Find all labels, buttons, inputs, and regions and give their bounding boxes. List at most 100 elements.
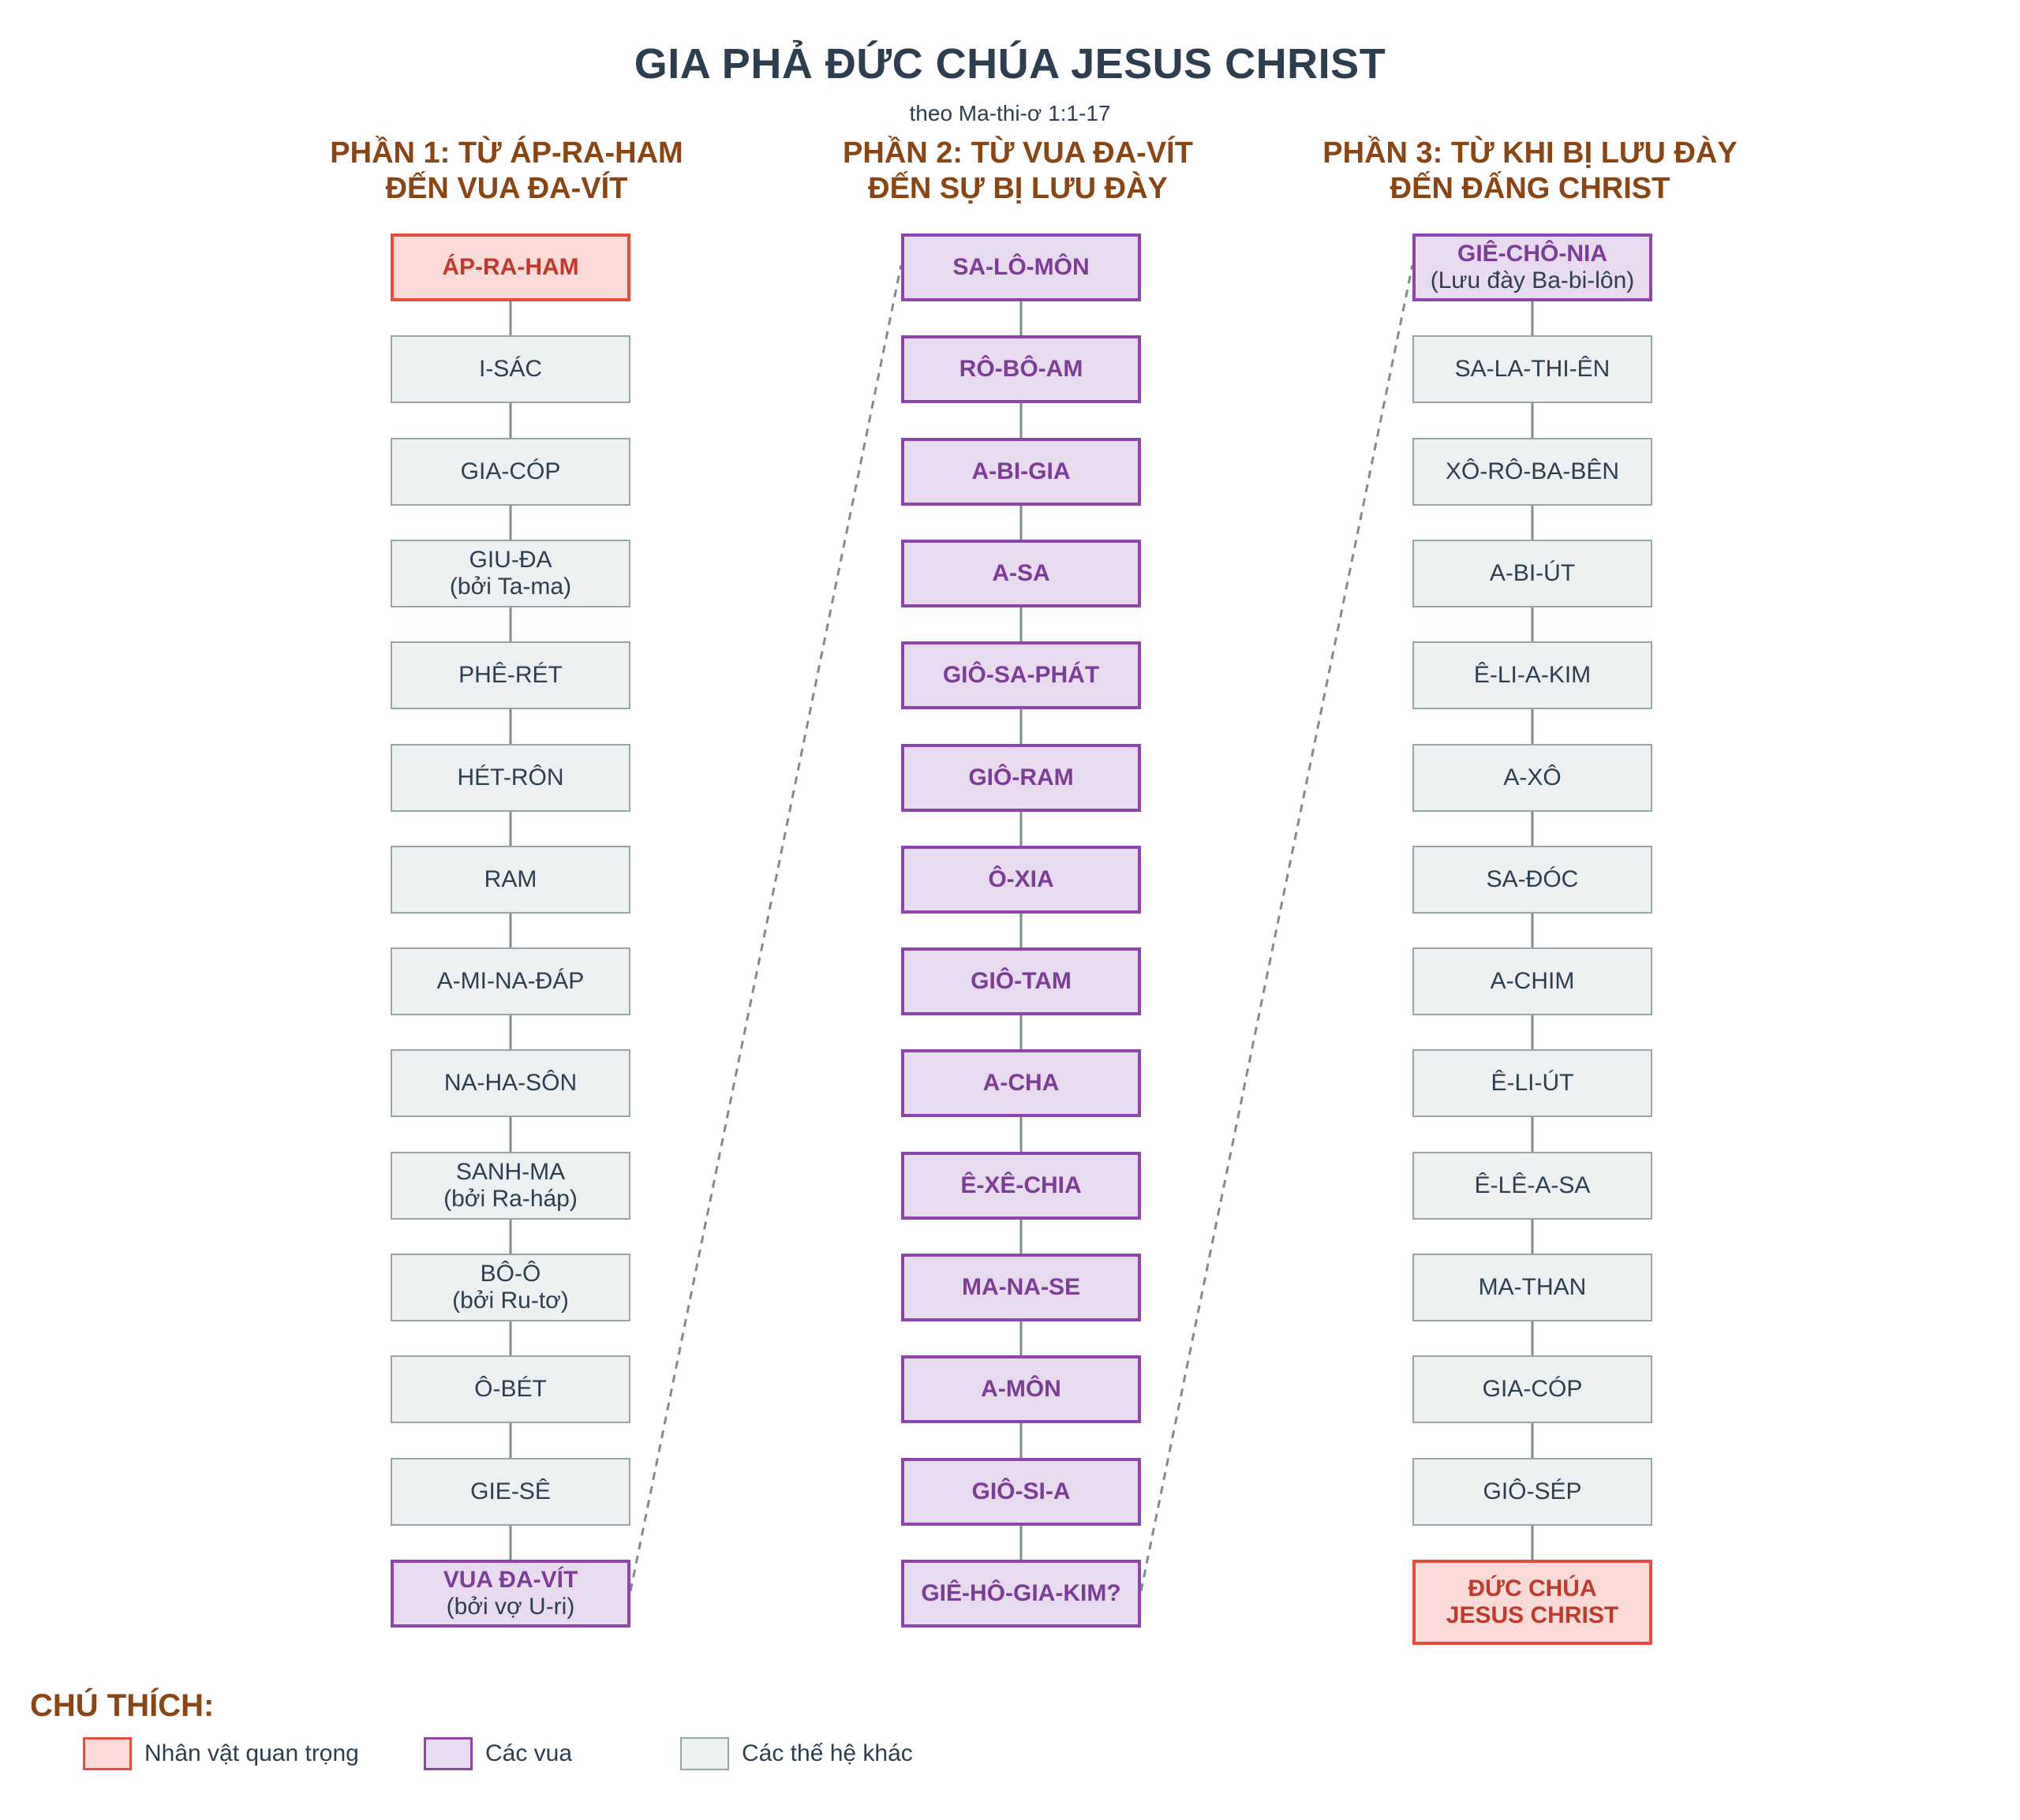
person-name: GIÔ-TAM (971, 968, 1072, 994)
person-node: A-CHIM (1412, 947, 1652, 1015)
person-name: BÔ-Ô (480, 1261, 541, 1287)
person-name: RAM (484, 866, 537, 892)
section-2-title-line2: ĐẾN SỰ BỊ LƯU ĐÀY (868, 172, 1168, 205)
person-name: SA-ĐÓC (1486, 866, 1579, 892)
person-name: SANH-MA (455, 1159, 566, 1185)
legend-label-king: Các vua (485, 1740, 573, 1766)
diagram-title: GIA PHẢ ĐỨC CHÚA JESUS CHRIST (634, 40, 1386, 88)
person-node: Ê-LI-ÚT (1412, 1049, 1652, 1117)
person-node: SANH-MA (bởi Ra-háp) (391, 1152, 630, 1220)
person-node: GIA-CÓP (1412, 1355, 1652, 1423)
person-name: Ê-LI-A-KIM (1473, 662, 1592, 688)
person-node: MA-THAN (1412, 1254, 1652, 1321)
legend-label-important: Nhân vật quan trọng (144, 1740, 359, 1766)
person-name: A-CHA (982, 1070, 1060, 1096)
person-name: XÔ-RÔ-BA-BÊN (1445, 458, 1620, 484)
person-name: GIA-CÓP (460, 458, 561, 484)
person-name: GIU-ĐA (469, 547, 552, 573)
section-2-title-line1: PHẦN 2: TỪ VUA ĐA-VÍT (843, 136, 1193, 170)
section-link-dashed (629, 264, 903, 1592)
section-link-dashed (1139, 264, 1414, 1592)
person-node: GIU-ĐA (bởi Ta-ma) (391, 540, 630, 607)
person-name: Ê-LÊ-A-SA (1474, 1172, 1591, 1198)
person-node: A-MÔN (901, 1355, 1141, 1423)
person-name: Ô-BÉT (474, 1376, 547, 1402)
section-3-title-line2: ĐẾN ĐẤNG CHRIST (1390, 172, 1670, 205)
person-node: HÉT-RÔN (391, 744, 630, 812)
person-node: A-SA (901, 540, 1141, 607)
person-name: A-BI-ÚT (1489, 560, 1576, 586)
person-node: GIÔ-SA-PHÁT (901, 641, 1141, 709)
person-name: SA-LA-THI-ÊN (1454, 356, 1610, 382)
person-node: SA-LA-THI-ÊN (1412, 335, 1652, 403)
person-name: Ê-LI-ÚT (1491, 1070, 1574, 1096)
legend-swatch-other (680, 1737, 729, 1770)
section-1-title-line1: PHẦN 1: TỪ ÁP-RA-HAM (330, 136, 683, 170)
person-name: SA-LÔ-MÔN (952, 254, 1090, 280)
person-name: Ô-XIA (988, 866, 1054, 892)
person-node: PHÊ-RÉT (391, 641, 630, 709)
legend-item-important: Nhân vật quan trọng (83, 1736, 359, 1772)
person-name: MA-NA-SE (962, 1274, 1080, 1300)
person-name: ÁP-RA-HAM (442, 254, 579, 280)
person-node: GIÊ-CHÔ-NIA (Lưu đày Ba-bi-lôn) (1412, 234, 1652, 301)
person-node: Ê-XÊ-CHIA (901, 1152, 1141, 1220)
person-name: GIÊ-HÔ-GIA-KIM? (921, 1580, 1121, 1606)
section-1-title: PHẦN 1: TỪ ÁP-RA-HAM ĐẾN VUA ĐA-VÍT (207, 136, 806, 207)
person-name: NA-HA-SÔN (443, 1070, 578, 1096)
person-node: GIÊ-HÔ-GIA-KIM? (901, 1560, 1141, 1628)
person-node: A-BI-GIA (901, 438, 1141, 506)
person-node: Ô-XIA (901, 846, 1141, 914)
person-name: GIÔ-RAM (968, 764, 1074, 790)
person-name: A-SA (992, 560, 1050, 586)
person-node: A-CHA (901, 1049, 1141, 1117)
person-name: VUA ĐA-VÍT (443, 1567, 578, 1593)
person-name: ĐỨC CHÚA (1468, 1575, 1597, 1601)
person-note: (bởi Ta-ma) (449, 574, 572, 600)
person-node: ÁP-RA-HAM (391, 234, 630, 301)
person-node: GIA-CÓP (391, 438, 630, 506)
legend-label-other: Các thế hệ khác (742, 1740, 913, 1766)
person-note: (bởi vợ U-ri) (446, 1594, 575, 1620)
person-name: GIÔ-SA-PHÁT (942, 662, 1100, 688)
person-node: GIE-SÊ (391, 1458, 630, 1526)
person-node: I-SÁC (391, 335, 630, 403)
person-name: PHÊ-RÉT (458, 662, 563, 688)
person-note: JESUS CHRIST (1446, 1602, 1619, 1628)
person-node: BÔ-Ô (bởi Ru-tơ) (391, 1254, 630, 1321)
person-name: HÉT-RÔN (457, 764, 564, 790)
person-node: GIÔ-TAM (901, 947, 1141, 1015)
person-name: GIE-SÊ (470, 1478, 551, 1504)
person-node: A-BI-ÚT (1412, 540, 1652, 607)
section-2-title: PHẦN 2: TỪ VUA ĐA-VÍT ĐẾN SỰ BỊ LƯU ĐÀY (718, 136, 1318, 207)
person-node: NA-HA-SÔN (391, 1049, 630, 1117)
legend-swatch-important (83, 1737, 132, 1770)
person-node: Ê-LI-A-KIM (1412, 641, 1652, 709)
section-3-title-line1: PHẦN 3: TỪ KHI BỊ LƯU ĐÀY (1322, 136, 1738, 170)
person-node: RÔ-BÔ-AM (901, 335, 1141, 403)
person-node: MA-NA-SE (901, 1254, 1141, 1321)
person-name: A-XÔ (1503, 764, 1562, 790)
person-name: MA-THAN (1478, 1274, 1587, 1300)
person-name: Ê-XÊ-CHIA (960, 1172, 1082, 1198)
person-name: GIA-CÓP (1482, 1376, 1583, 1402)
legend-title: CHÚ THÍCH: (30, 1688, 215, 1723)
person-name: A-MI-NA-ĐÁP (436, 968, 585, 994)
person-name: GIÔ-SÉP (1483, 1478, 1582, 1504)
person-node: Ê-LÊ-A-SA (1412, 1152, 1652, 1220)
person-note: (Lưu đày Ba-bi-lôn) (1430, 267, 1635, 293)
person-note: (bởi Ru-tơ) (452, 1287, 569, 1314)
person-node: SA-LÔ-MÔN (901, 234, 1141, 301)
person-name: I-SÁC (478, 356, 542, 382)
person-note: (bởi Ra-háp) (443, 1186, 578, 1212)
legend-item-king: Các vua (424, 1736, 572, 1772)
person-node: GIÔ-SI-A (901, 1458, 1141, 1526)
diagram-subtitle: theo Ma-thi-ơ 1:1-17 (909, 101, 1111, 125)
person-node: Ô-BÉT (391, 1355, 630, 1423)
section-3-title: PHẦN 3: TỪ KHI BỊ LƯU ĐÀY ĐẾN ĐẤNG CHRIS… (1230, 136, 1830, 207)
person-node: A-MI-NA-ĐÁP (391, 947, 630, 1015)
person-node: SA-ĐÓC (1412, 846, 1652, 914)
person-name: A-MÔN (981, 1376, 1061, 1402)
person-name: A-BI-GIA (971, 458, 1071, 484)
